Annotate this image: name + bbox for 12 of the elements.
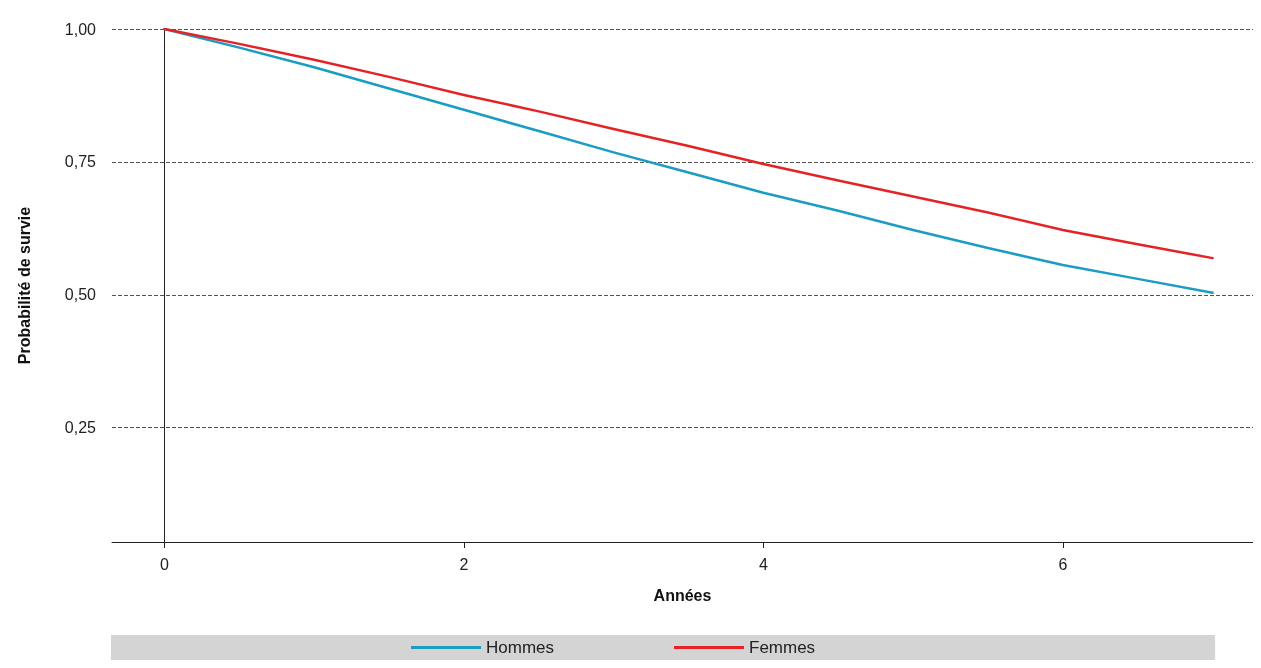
- y-tick-label: 0,75: [64, 153, 97, 171]
- x-axis-title: Années: [653, 586, 712, 604]
- legend-label: Femmes: [749, 638, 816, 657]
- y-tick-label: 0,25: [64, 419, 97, 437]
- x-tick-label: 4: [758, 555, 768, 573]
- x-tick-label: 0: [159, 555, 169, 573]
- legend-label: Hommes: [486, 638, 555, 657]
- x-tick-label: 2: [459, 555, 469, 573]
- y-tick-label: 0,50: [64, 286, 97, 304]
- x-tick-label: 6: [1058, 555, 1068, 573]
- y-axis-title: Probabilité de survie: [15, 206, 33, 365]
- y-tick-label: 1,00: [64, 20, 97, 38]
